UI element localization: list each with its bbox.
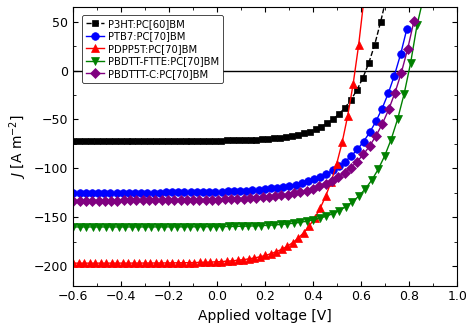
P3HT:PC[60]BM — [354, 88, 360, 92]
P3HT:PC[60]BM — [189, 139, 194, 143]
PDPP5T:PC[70]BM — [71, 261, 76, 265]
Line: PDPP5T:PC[70]BM: PDPP5T:PC[70]BM — [70, 0, 374, 267]
P3HT:PC[60]BM — [147, 139, 153, 143]
PBDTT-FTTE:PC[70]BM — [155, 225, 161, 229]
PTB7:PC[70]BM — [151, 191, 156, 195]
PBDTTT-C:PC[70]BM — [405, 47, 410, 51]
PBDTTT-C:PC[70]BM — [134, 198, 139, 202]
P3HT:PC[60]BM — [71, 139, 76, 143]
Line: PBDTT-FTTE:PC[70]BM: PBDTT-FTTE:PC[70]BM — [70, 0, 428, 231]
P3HT:PC[60]BM — [106, 139, 111, 143]
PBDTTT-C:PC[70]BM — [373, 134, 379, 138]
PDPP5T:PC[70]BM — [103, 261, 109, 265]
PDPP5T:PC[70]BM — [125, 261, 131, 265]
PBDTTT-C:PC[70]BM — [153, 198, 158, 202]
X-axis label: Applied voltage [V]: Applied voltage [V] — [198, 309, 332, 323]
PDPP5T:PC[70]BM — [334, 162, 339, 166]
PBDTTT-C:PC[70]BM — [197, 198, 202, 202]
P3HT:PC[60]BM — [378, 20, 383, 24]
PTB7:PC[70]BM — [194, 190, 200, 194]
PBDTT-FTTE:PC[70]BM — [414, 23, 420, 27]
PTB7:PC[70]BM — [398, 52, 403, 56]
Y-axis label: $J$ [A m$^{-2}$]: $J$ [A m$^{-2}$] — [7, 114, 28, 179]
PTB7:PC[70]BM — [404, 27, 410, 31]
PBDTTT-C:PC[70]BM — [411, 19, 417, 23]
PBDTTT-C:PC[70]BM — [109, 199, 114, 203]
P3HT:PC[60]BM — [129, 139, 135, 143]
Legend: P3HT:PC[60]BM, PTB7:PC[70]BM, PDPP5T:PC[70]BM, PBDTT-FTTE:PC[70]BM, PBDTTT-C:PC[: P3HT:PC[60]BM, PTB7:PC[70]BM, PDPP5T:PC[… — [82, 15, 223, 83]
PBDTT-FTTE:PC[70]BM — [382, 154, 387, 158]
PBDTT-FTTE:PC[70]BM — [109, 225, 115, 229]
PBDTTT-C:PC[70]BM — [71, 199, 76, 203]
PBDTT-FTTE:PC[70]BM — [71, 225, 76, 229]
PTB7:PC[70]BM — [367, 130, 373, 134]
PTB7:PC[70]BM — [132, 191, 138, 195]
Line: PTB7:PC[70]BM: PTB7:PC[70]BM — [70, 25, 410, 197]
PTB7:PC[70]BM — [71, 191, 76, 195]
PBDTT-FTTE:PC[70]BM — [136, 225, 141, 229]
Line: PBDTTT-C:PC[70]BM: PBDTTT-C:PC[70]BM — [70, 17, 418, 204]
PDPP5T:PC[70]BM — [180, 261, 186, 265]
PDPP5T:PC[70]BM — [142, 261, 147, 265]
PTB7:PC[70]BM — [108, 191, 113, 195]
PBDTT-FTTE:PC[70]BM — [200, 225, 206, 229]
Line: P3HT:PC[60]BM: P3HT:PC[60]BM — [70, 0, 395, 144]
